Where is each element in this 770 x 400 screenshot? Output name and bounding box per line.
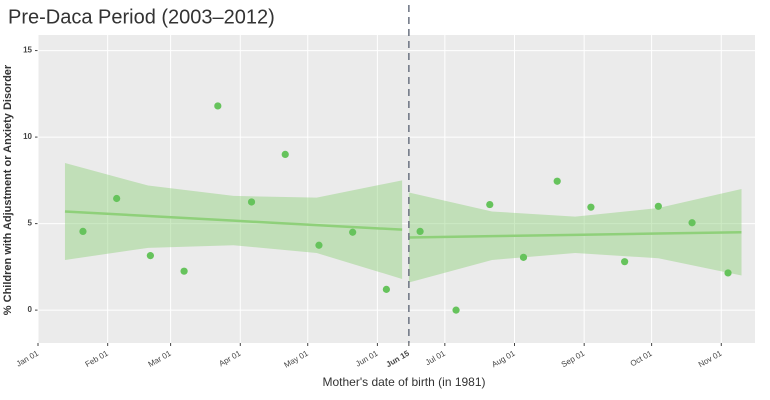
x-tick-label: Nov 01 bbox=[697, 348, 724, 369]
data-point bbox=[146, 252, 154, 260]
data-point bbox=[654, 202, 662, 210]
data-point bbox=[724, 269, 732, 277]
data-point bbox=[688, 219, 696, 227]
y-axis-label: % Children with Adjustment or Anxiety Di… bbox=[2, 64, 14, 315]
data-point bbox=[452, 306, 460, 314]
y-tick-label: 15 bbox=[23, 46, 32, 55]
data-point bbox=[382, 285, 390, 293]
x-tick-label: Mar 01 bbox=[147, 348, 174, 369]
x-tick-label: Jun 01 bbox=[354, 348, 380, 368]
x-tick-label: Feb 01 bbox=[84, 348, 111, 369]
panel bbox=[38, 35, 755, 343]
chart-title: Pre-Daca Period (2003–2012) bbox=[8, 6, 275, 28]
data-point bbox=[281, 150, 289, 158]
y-tick-label: 10 bbox=[23, 132, 32, 141]
data-point bbox=[79, 227, 87, 235]
data-point bbox=[349, 228, 357, 236]
x-tick-label: Oct 01 bbox=[629, 348, 654, 368]
data-point bbox=[553, 177, 561, 185]
x-tick-label: Jun 15 bbox=[384, 348, 411, 369]
data-point bbox=[315, 241, 323, 249]
data-point bbox=[180, 267, 188, 275]
data-point bbox=[247, 198, 256, 206]
data-point bbox=[486, 200, 494, 209]
data-point bbox=[214, 102, 222, 110]
fit-line bbox=[64, 210, 403, 231]
y-tick-label: 0 bbox=[28, 305, 33, 314]
y-tick-label: 5 bbox=[28, 219, 33, 228]
data-point bbox=[416, 227, 424, 235]
x-tick-label: Apr 01 bbox=[217, 348, 242, 368]
data-point bbox=[621, 258, 629, 266]
x-tick-label: May 01 bbox=[283, 348, 311, 369]
fit-line bbox=[408, 231, 742, 239]
data-point bbox=[113, 194, 121, 203]
x-tick-label: Aug 01 bbox=[490, 348, 517, 369]
x-axis-label: Mother's date of birth (in 1981) bbox=[322, 375, 485, 389]
data-point bbox=[587, 203, 595, 211]
x-tick-label: Jan 01 bbox=[15, 348, 41, 368]
x-tick-label: Sep 01 bbox=[560, 348, 587, 369]
x-tick-label: Jul 01 bbox=[424, 348, 447, 367]
data-point bbox=[519, 253, 528, 261]
